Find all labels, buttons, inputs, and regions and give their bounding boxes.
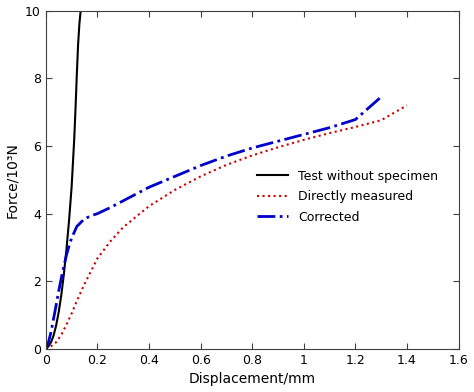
Line: Directly measured: Directly measured [46,105,407,349]
Corrected [48,330,54,334]
Y-axis label: Force/10³N: Force/10³N [6,142,19,218]
Directly measured [301,138,307,142]
Directly measured [275,145,281,150]
Directly measured [53,340,59,345]
Corrected [301,132,307,137]
Test without specimen [75,42,81,47]
Directly measured [82,282,87,287]
Corrected [53,303,59,307]
Directly measured [58,332,64,337]
Corrected [95,211,100,216]
Corrected [51,316,56,321]
Test without specimen [58,292,64,297]
Directly measured [327,131,332,135]
Test without specimen [73,106,78,111]
Test without specimen [56,309,62,314]
Corrected [378,94,384,99]
Corrected [249,145,255,150]
Test without specimen [64,247,69,252]
Corrected [327,125,332,130]
Corrected [66,243,72,248]
Test without specimen [48,340,54,345]
Corrected [46,340,51,345]
Corrected [353,117,358,122]
Directly measured [108,239,113,244]
Corrected [58,276,64,280]
Corrected [198,163,203,168]
Directly measured [172,188,178,192]
X-axis label: Displacement/mm: Displacement/mm [189,372,316,387]
Corrected [275,139,281,143]
Directly measured [198,174,203,179]
Test without specimen [53,323,59,328]
Corrected [74,224,80,229]
Corrected [43,347,49,351]
Directly measured [69,311,74,316]
Test without specimen [43,347,49,351]
Legend: Test without specimen, Directly measured, Corrected: Test without specimen, Directly measured… [250,163,444,230]
Corrected [172,174,178,179]
Directly measured [353,125,358,129]
Corrected [146,185,152,190]
Line: Test without specimen: Test without specimen [46,11,81,349]
Directly measured [120,225,126,230]
Test without specimen [76,22,82,26]
Directly measured [64,322,69,327]
Test without specimen [72,137,77,142]
Corrected [90,213,95,218]
Directly measured [249,153,255,158]
Test without specimen [51,333,56,338]
Corrected [56,289,62,293]
Directly measured [95,256,100,261]
Test without specimen [69,184,74,189]
Corrected [61,264,67,269]
Corrected [120,198,126,203]
Directly measured [404,103,410,108]
Directly measured [146,204,152,209]
Test without specimen [66,218,72,223]
Corrected [224,154,229,158]
Directly measured [43,347,49,351]
Test without specimen [74,73,80,77]
Corrected [64,252,69,257]
Line: Corrected: Corrected [46,97,381,349]
Test without specimen [61,272,67,276]
Directly measured [224,163,229,167]
Corrected [82,216,87,221]
Directly measured [74,299,80,303]
Corrected [108,205,113,210]
Test without specimen [78,8,83,13]
Test without specimen [46,344,51,348]
Directly measured [48,344,54,348]
Directly measured [378,118,384,123]
Corrected [69,236,74,240]
